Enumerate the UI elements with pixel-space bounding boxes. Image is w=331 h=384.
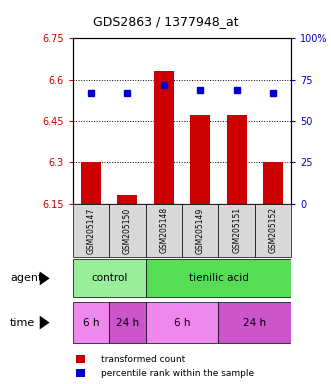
- Bar: [109, 204, 146, 257]
- Bar: [218, 204, 255, 257]
- Text: 24 h: 24 h: [243, 318, 266, 328]
- Text: 6 h: 6 h: [83, 318, 99, 328]
- Bar: [182, 204, 218, 257]
- Bar: [255, 204, 291, 257]
- Bar: [146, 204, 182, 257]
- Bar: [73, 204, 109, 257]
- Bar: [218, 302, 291, 343]
- Bar: [146, 260, 291, 297]
- Bar: [154, 71, 174, 204]
- Text: percentile rank within the sample: percentile rank within the sample: [101, 369, 254, 378]
- Bar: [190, 116, 210, 204]
- Bar: [227, 116, 247, 204]
- Text: transformed count: transformed count: [101, 354, 185, 364]
- Text: control: control: [91, 273, 127, 283]
- Bar: [118, 195, 137, 204]
- Text: agent: agent: [10, 273, 42, 283]
- Text: GSM205147: GSM205147: [86, 207, 96, 253]
- Text: GSM205149: GSM205149: [196, 207, 205, 253]
- Bar: [73, 260, 146, 297]
- Text: time: time: [10, 318, 35, 328]
- Text: GDS2863 / 1377948_at: GDS2863 / 1377948_at: [93, 15, 238, 28]
- Text: GSM205151: GSM205151: [232, 207, 241, 253]
- Text: 24 h: 24 h: [116, 318, 139, 328]
- Bar: [73, 302, 109, 343]
- Bar: [81, 162, 101, 204]
- Text: GSM205148: GSM205148: [159, 207, 168, 253]
- Bar: [146, 302, 218, 343]
- Text: GSM205152: GSM205152: [268, 207, 278, 253]
- Text: 6 h: 6 h: [174, 318, 190, 328]
- Text: tienilic acid: tienilic acid: [189, 273, 248, 283]
- Bar: [263, 162, 283, 204]
- Text: GSM205150: GSM205150: [123, 207, 132, 253]
- Bar: [109, 302, 146, 343]
